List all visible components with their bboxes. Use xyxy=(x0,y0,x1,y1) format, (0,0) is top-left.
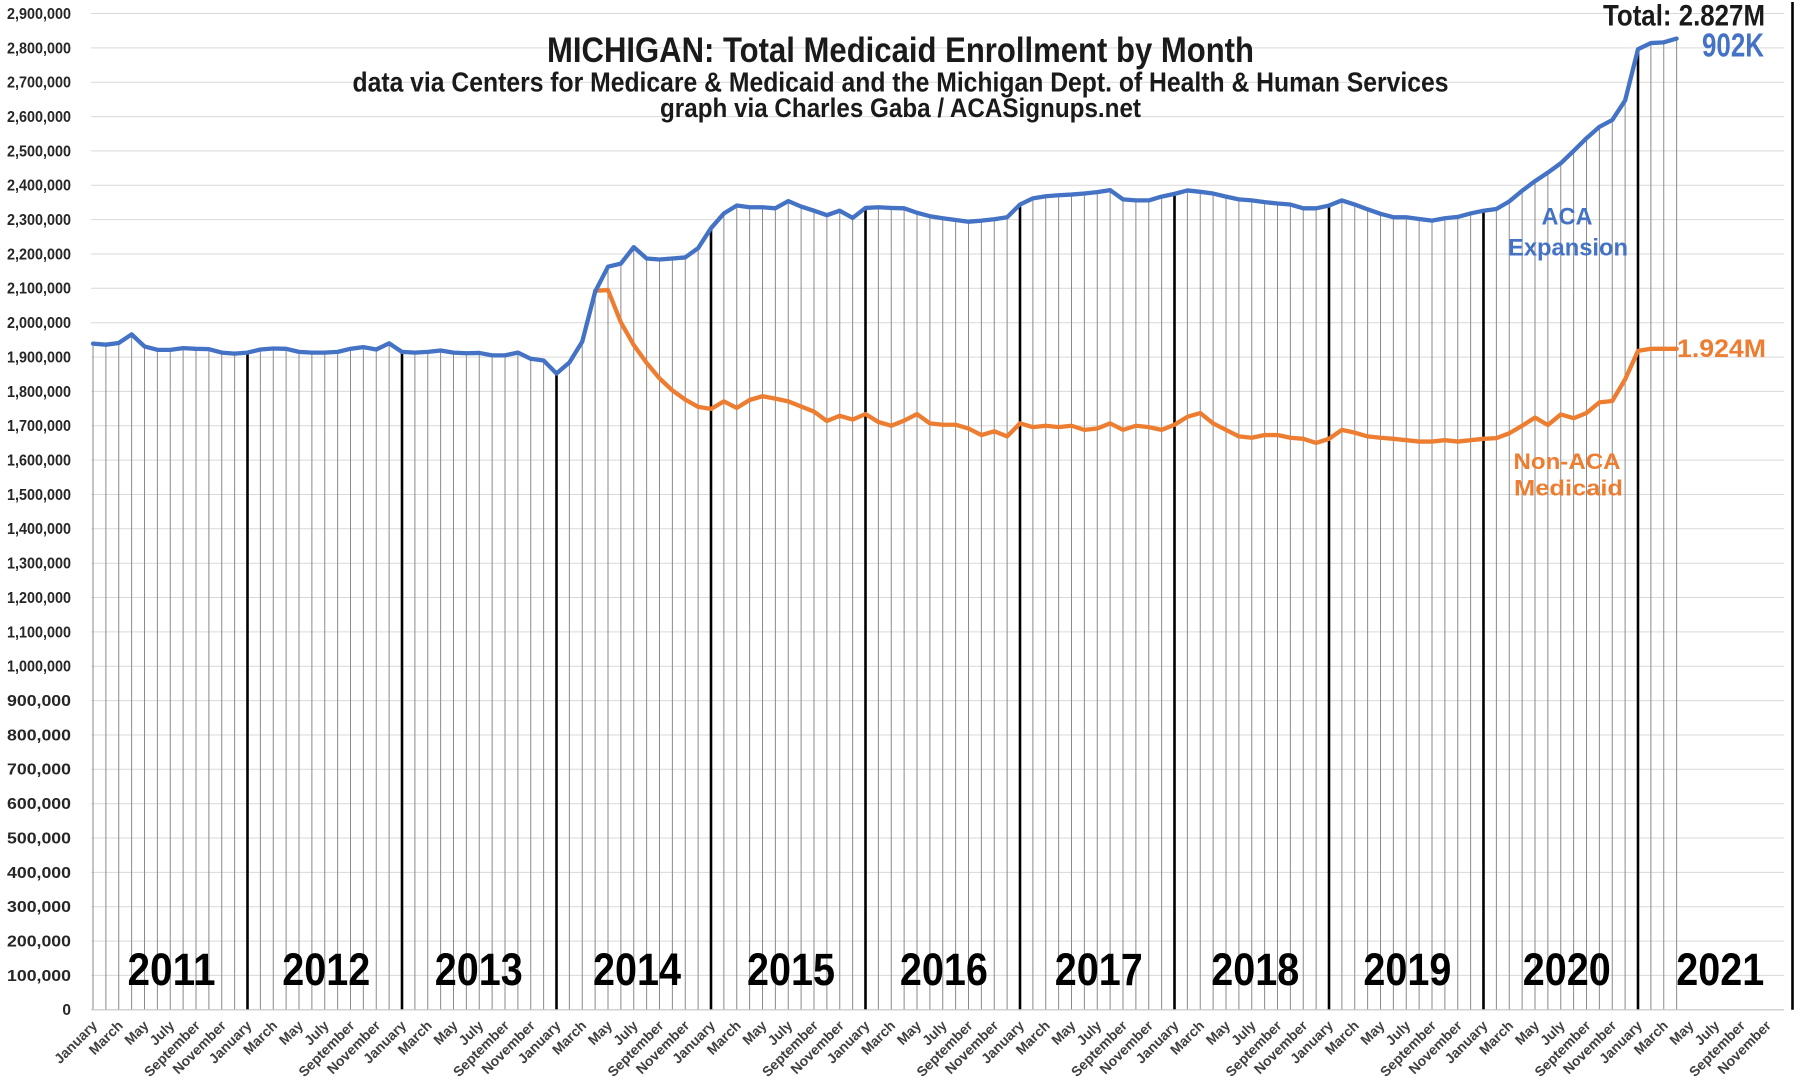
svg-text:1,300,000: 1,300,000 xyxy=(7,556,71,573)
svg-text:2,200,000: 2,200,000 xyxy=(7,246,71,263)
svg-text:2,300,000: 2,300,000 xyxy=(7,212,71,229)
svg-text:200,000: 200,000 xyxy=(7,934,71,951)
svg-text:graph via Charles Gaba / ACASi: graph via Charles Gaba / ACASignups.net xyxy=(660,93,1141,123)
svg-text:0: 0 xyxy=(62,1002,71,1019)
svg-text:900,000: 900,000 xyxy=(7,693,71,710)
svg-text:2016: 2016 xyxy=(900,944,988,995)
svg-text:1,000,000: 1,000,000 xyxy=(7,659,71,676)
svg-text:1,100,000: 1,100,000 xyxy=(7,624,71,641)
svg-text:2012: 2012 xyxy=(282,944,370,995)
svg-text:2013: 2013 xyxy=(435,944,523,995)
svg-text:2,400,000: 2,400,000 xyxy=(7,178,71,195)
svg-text:2,500,000: 2,500,000 xyxy=(7,143,71,160)
svg-text:1,200,000: 1,200,000 xyxy=(7,590,71,607)
svg-text:2,700,000: 2,700,000 xyxy=(7,75,71,92)
svg-text:800,000: 800,000 xyxy=(7,727,71,744)
svg-text:2015: 2015 xyxy=(747,944,835,995)
svg-text:ACA: ACA xyxy=(1542,204,1593,231)
svg-text:600,000: 600,000 xyxy=(7,796,71,813)
svg-text:1,500,000: 1,500,000 xyxy=(7,487,71,504)
svg-text:Expansion: Expansion xyxy=(1508,235,1628,262)
svg-text:1.924M: 1.924M xyxy=(1677,335,1766,363)
svg-text:MICHIGAN: Total Medicaid Enrol: MICHIGAN: Total Medicaid Enrollment by M… xyxy=(547,30,1254,70)
svg-text:700,000: 700,000 xyxy=(7,762,71,779)
svg-text:2011: 2011 xyxy=(128,944,216,995)
svg-text:2020: 2020 xyxy=(1523,944,1611,995)
svg-text:1,400,000: 1,400,000 xyxy=(7,521,71,538)
svg-text:1,800,000: 1,800,000 xyxy=(7,384,71,401)
svg-text:500,000: 500,000 xyxy=(7,830,71,847)
svg-text:2,600,000: 2,600,000 xyxy=(7,109,71,126)
svg-text:2,800,000: 2,800,000 xyxy=(7,40,71,57)
svg-text:300,000: 300,000 xyxy=(7,899,71,916)
svg-text:2,000,000: 2,000,000 xyxy=(7,315,71,332)
svg-text:902K: 902K xyxy=(1702,27,1764,64)
svg-text:2,900,000: 2,900,000 xyxy=(7,6,71,23)
svg-text:2021: 2021 xyxy=(1676,944,1764,995)
svg-text:2,100,000: 2,100,000 xyxy=(7,281,71,298)
svg-text:data via Centers for Medicare: data via Centers for Medicare & Medicaid… xyxy=(353,66,1449,97)
svg-text:1,700,000: 1,700,000 xyxy=(7,418,71,435)
svg-text:2019: 2019 xyxy=(1363,944,1451,995)
svg-text:1,900,000: 1,900,000 xyxy=(7,350,71,367)
svg-text:1,600,000: 1,600,000 xyxy=(7,453,71,470)
svg-text:2018: 2018 xyxy=(1211,944,1299,995)
svg-text:2014: 2014 xyxy=(593,944,681,995)
svg-text:Medicaid: Medicaid xyxy=(1514,476,1623,501)
svg-text:400,000: 400,000 xyxy=(7,865,71,882)
svg-text:100,000: 100,000 xyxy=(7,968,71,985)
svg-text:2017: 2017 xyxy=(1055,944,1143,995)
svg-text:Total: 2.827M: Total: 2.827M xyxy=(1603,0,1765,33)
svg-text:Non-ACA: Non-ACA xyxy=(1514,449,1621,474)
